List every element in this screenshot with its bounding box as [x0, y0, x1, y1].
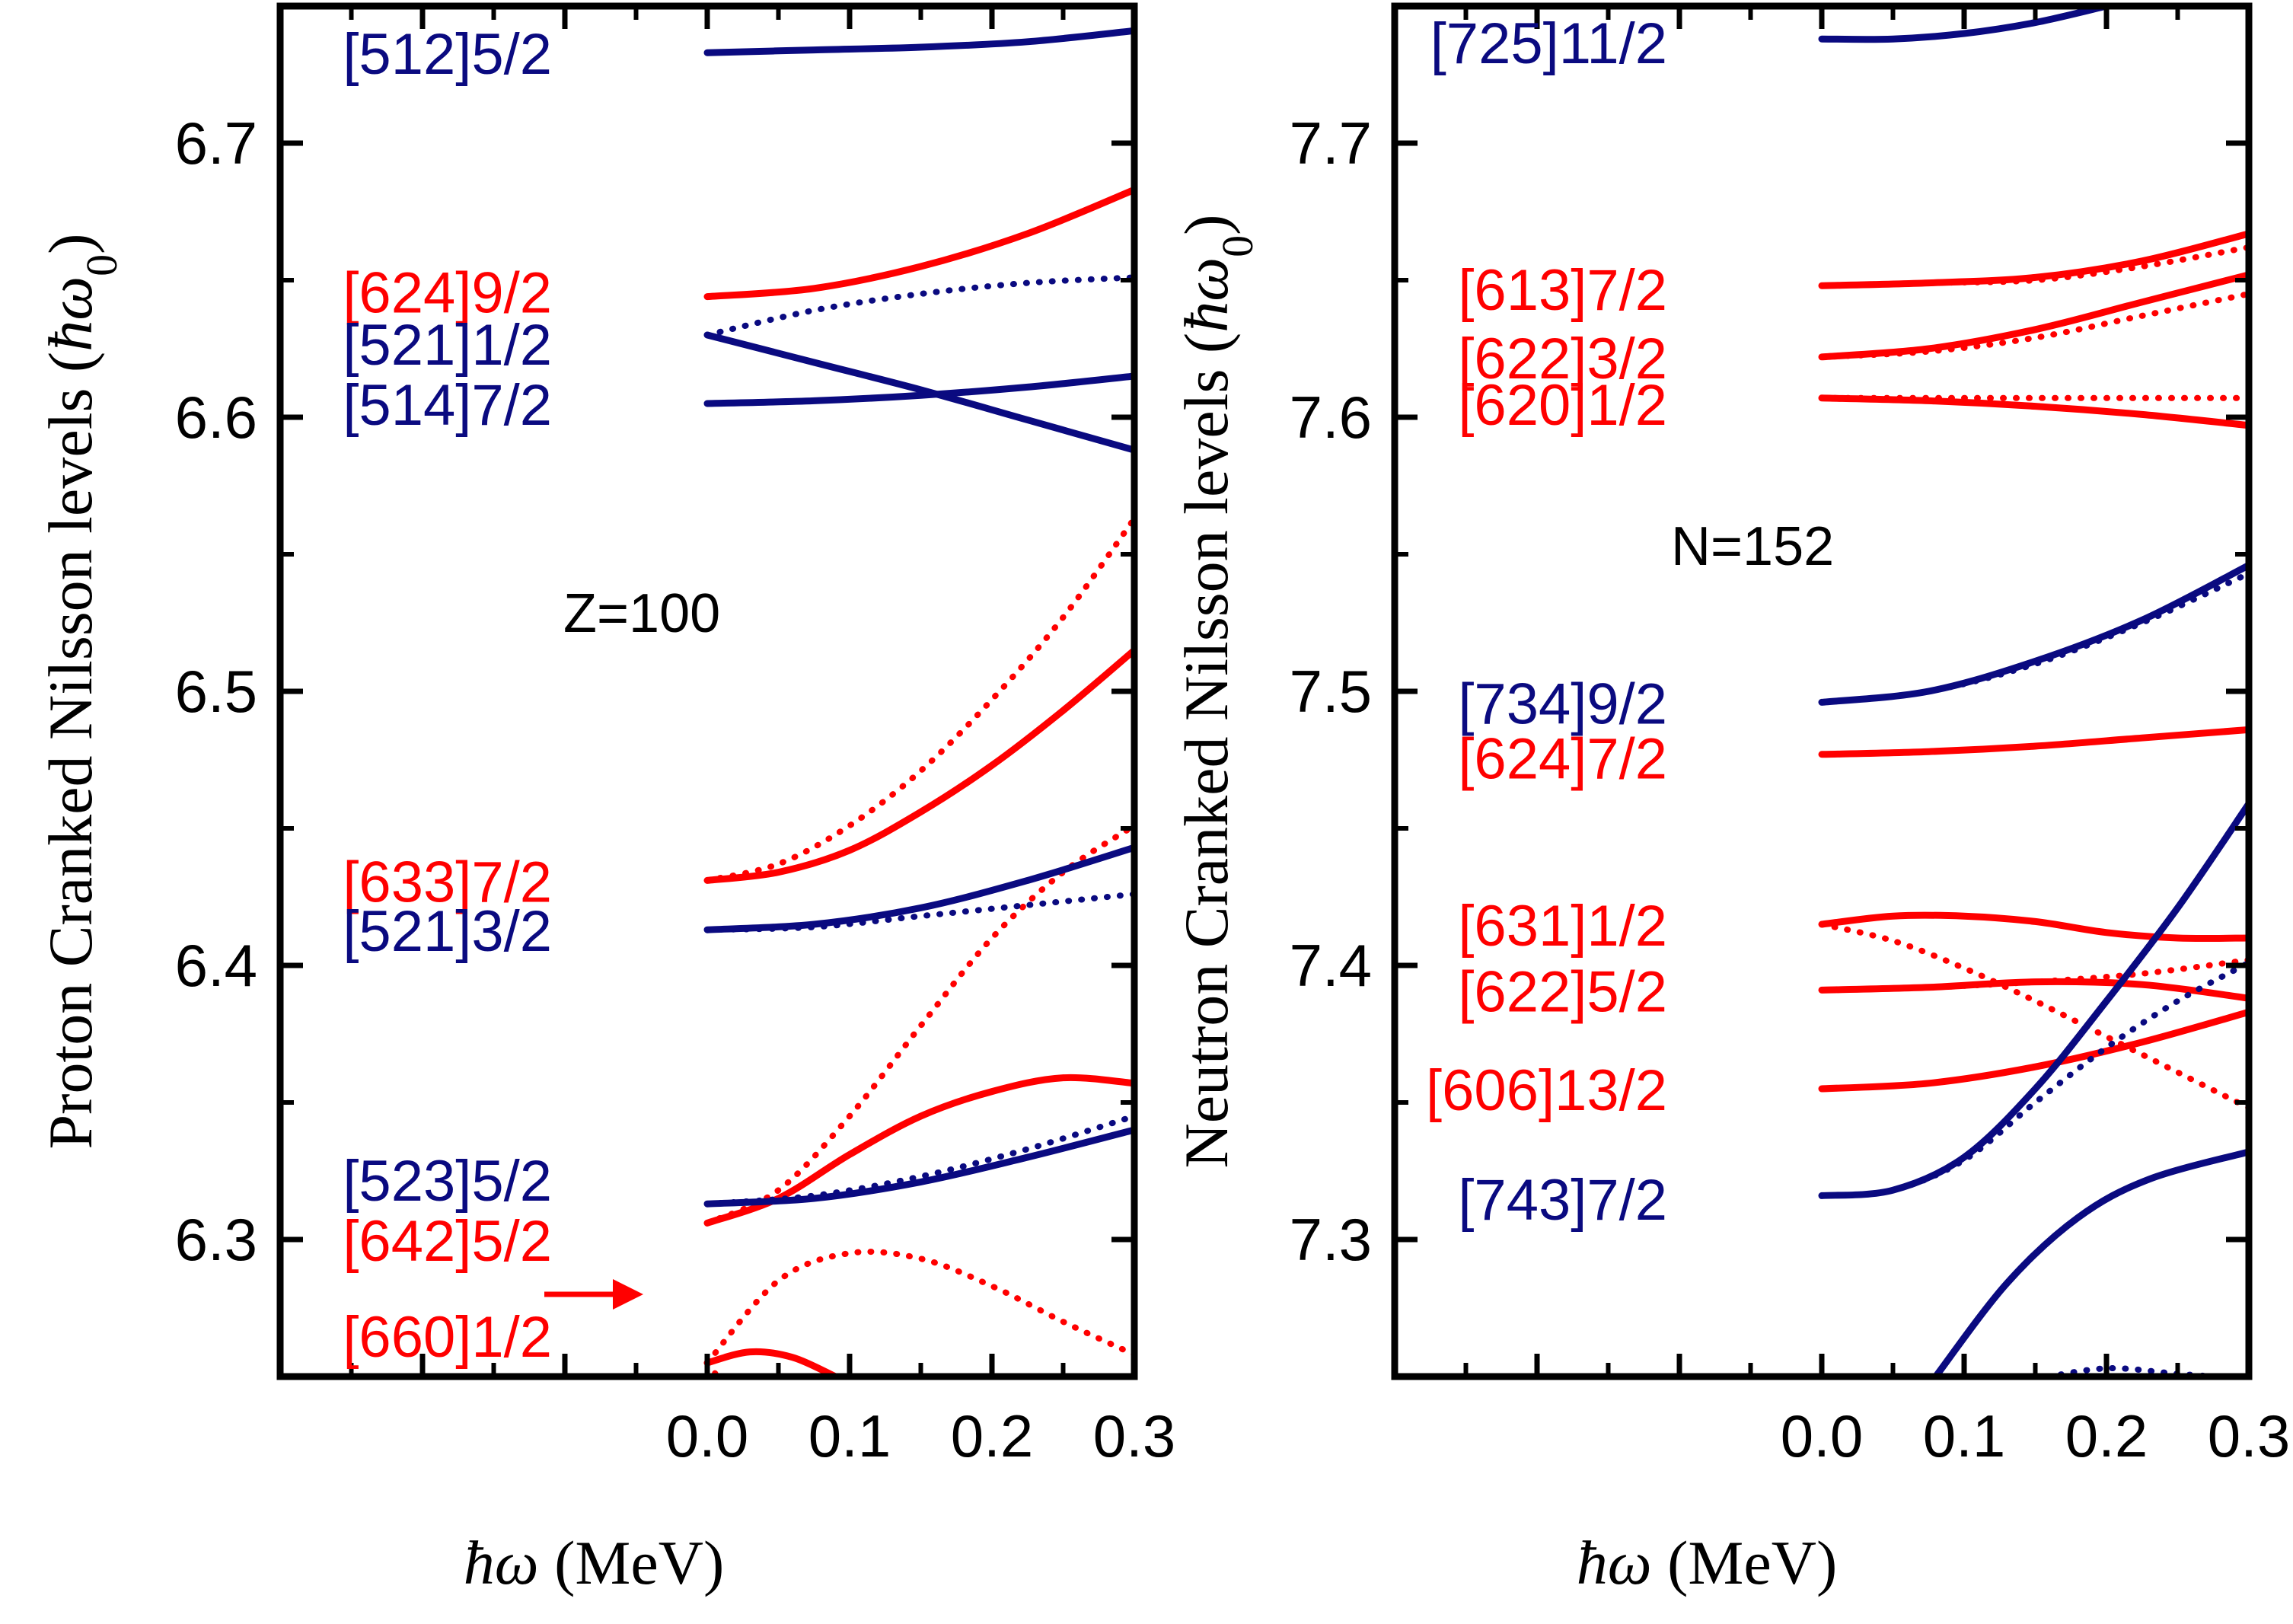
neutron-y-axis-title-close: ) — [1172, 215, 1241, 235]
neutron-series-11-red-dotted — [1819, 921, 2249, 1112]
proton-series-7-red-dotted — [704, 822, 1134, 1227]
proton-series-0-blue-solid — [703, 27, 1134, 56]
neutron-series-8-blue-dotted — [1819, 570, 2249, 706]
neutron-y-axis-title: Neutron Cranked Nilsson levels (ħω0) — [1172, 215, 1262, 1169]
neutron-y-tick-label: 7.6 — [1290, 384, 1372, 451]
neutron-orbital-label: [631]1/2 — [1458, 894, 1667, 959]
proton-orbital-label: [523]5/2 — [343, 1149, 552, 1214]
neutron-x-tick-label: 0.2 — [2065, 1402, 2148, 1469]
neutron-y-tick-label: 7.3 — [1290, 1206, 1372, 1273]
neutron-nucleus-label: N=152 — [1671, 516, 1834, 577]
proton-x-axis-title-unit: (MeV) — [539, 1528, 725, 1597]
proton-y-tick-label: 6.5 — [175, 658, 257, 725]
proton-x-tick-label: 0.1 — [808, 1402, 891, 1469]
neutron-orbital-label: [725]11/2 — [1430, 11, 1667, 76]
proton-orbital-label: [512]5/2 — [343, 22, 552, 87]
neutron-series-14-red-solid — [1818, 1008, 2249, 1093]
proton-series-1-red-solid — [703, 186, 1134, 301]
proton-orbital-label: [514]7/2 — [343, 373, 552, 438]
proton-series-4-blue-solid — [703, 372, 1134, 407]
neutron-series-17-blue-solid — [1932, 1148, 2249, 1377]
neutron-series-15-blue-solid — [1818, 800, 2249, 1199]
proton-orbital-label: [521]1/2 — [343, 313, 552, 378]
proton-y-axis-title-sub: 0 — [77, 254, 126, 276]
proton-y-axis-title-hbar: ħω — [36, 276, 105, 352]
proton-arrow — [544, 1279, 643, 1310]
neutron-orbital-label: [734]9/2 — [1458, 672, 1667, 736]
proton-panel: 6.3 6.4 6.5 6.6 6.7 0.0 0.1 0.2 0.3 [512]5/2 [624… — [36, 2, 1175, 1597]
neutron-series-4-red-dotted — [1819, 291, 2249, 360]
proton-y-tick-label: 6.6 — [175, 384, 257, 451]
neutron-panel: 7.3 7.4 7.5 7.6 7.7 0.0 0.1 0.2 0.3 [725]11/2 [61… — [1172, 2, 2290, 1597]
neutron-y-axis-title-hbar: ħω — [1172, 257, 1241, 333]
proton-nucleus-label: Z=100 — [563, 583, 720, 644]
proton-orbital-label: [633]7/2 — [343, 850, 552, 914]
proton-x-axis-title-hbar: ħω — [464, 1528, 539, 1597]
proton-y-tick-label: 6.4 — [175, 932, 257, 999]
proton-orbital-label: [521]3/2 — [343, 899, 552, 964]
neutron-x-tick-label: 0.3 — [2208, 1402, 2290, 1469]
proton-series-2-blue-dotted — [704, 274, 1134, 338]
proton-series-11-blue-solid — [703, 1126, 1134, 1208]
right-arrow-icon — [613, 1279, 643, 1310]
proton-x-tick-label: 0.2 — [951, 1402, 1033, 1469]
proton-y-axis-title: Proton Cranked Nilsson levels (ħω0) — [36, 234, 126, 1150]
neutron-orbital-label: [622]5/2 — [1458, 959, 1667, 1024]
neutron-orbital-label: [743]7/2 — [1458, 1168, 1667, 1233]
neutron-series-12-red-solid — [1818, 978, 2249, 1002]
neutron-series-16-blue-dotted — [1819, 959, 2249, 1199]
proton-series-5-red-dotted — [704, 515, 1134, 884]
neutron-x-tick-label: 0.1 — [1923, 1402, 2005, 1469]
neutron-series-group — [1818, 6, 2249, 1377]
proton-orbital-label: [642]5/2 — [343, 1209, 552, 1274]
neutron-y-tick-label: 7.5 — [1290, 658, 1372, 725]
neutron-series-1-red-solid — [1818, 230, 2249, 289]
proton-series-8-blue-solid — [703, 844, 1134, 933]
neutron-ticks: 7.3 7.4 7.5 7.6 7.7 0.0 0.1 0.2 0.3 — [1290, 4, 2290, 1469]
neutron-y-tick-label: 7.4 — [1290, 932, 1372, 999]
proton-orbital-label: [660]1/2 — [343, 1305, 552, 1370]
proton-x-tick-label: 0.0 — [666, 1402, 748, 1469]
neutron-orbital-label: [622]3/2 — [1458, 327, 1667, 391]
neutron-y-axis-title-sub: 0 — [1213, 235, 1262, 257]
neutron-x-axis-title-unit: (MeV) — [1652, 1528, 1838, 1597]
neutron-series-7-blue-solid — [1818, 561, 2249, 706]
proton-series-group — [703, 27, 1134, 1377]
proton-y-tick-label: 6.7 — [175, 110, 257, 177]
neutron-series-10-red-solid — [1818, 911, 2249, 943]
proton-x-tick-label: 0.3 — [1093, 1402, 1175, 1469]
neutron-x-axis-title-hbar: ħω — [1577, 1528, 1652, 1597]
neutron-orbital-label: [613]7/2 — [1458, 258, 1667, 323]
neutron-series-0-blue-solid — [1818, 6, 2110, 43]
neutron-y-tick-label: 7.7 — [1290, 110, 1372, 177]
neutron-series-9-red-solid — [1818, 726, 2249, 758]
proton-x-axis-title: ħω (MeV) — [464, 1528, 725, 1597]
proton-y-axis-title-close: ) — [36, 234, 105, 254]
proton-series-13-red-dotted — [704, 1249, 1134, 1366]
proton-y-tick-label: 6.3 — [175, 1206, 257, 1273]
proton-orbital-label: [624]9/2 — [343, 260, 552, 325]
proton-orbital-labels: [512]5/2 [624]9/2[521]1/2[514]7/2 [633]7/2… — [343, 22, 552, 1370]
neutron-series-5-red-solid — [1818, 394, 2249, 429]
neutron-orbital-label: [620]1/2 — [1458, 373, 1667, 438]
neutron-orbital-label: [624]7/2 — [1458, 726, 1667, 791]
neutron-x-tick-label: 0.0 — [1781, 1402, 1863, 1469]
neutron-series-3-red-solid — [1818, 271, 2249, 361]
neutron-x-axis-title: ħω (MeV) — [1577, 1528, 1838, 1597]
proton-series-14-red-solid — [703, 1348, 839, 1377]
neutron-y-axis-title-text: Neutron Cranked Nilsson levels ( — [1172, 333, 1241, 1169]
proton-series-3-blue-solid — [703, 331, 1134, 454]
proton-series-6-red-solid — [703, 646, 1134, 884]
proton-y-axis-title-text: Proton Cranked Nilsson levels ( — [36, 352, 105, 1150]
neutron-orbital-labels: [725]11/2 [613]7/2[622]3/2[620]1/2 [734]9/… — [1426, 11, 1667, 1233]
neutron-orbital-label: [606]13/2 — [1426, 1058, 1667, 1123]
proton-ticks: 6.3 6.4 6.5 6.6 6.7 0.0 0.1 0.2 0.3 — [175, 4, 1175, 1469]
proton-series-12-blue-dotted — [704, 1113, 1134, 1208]
